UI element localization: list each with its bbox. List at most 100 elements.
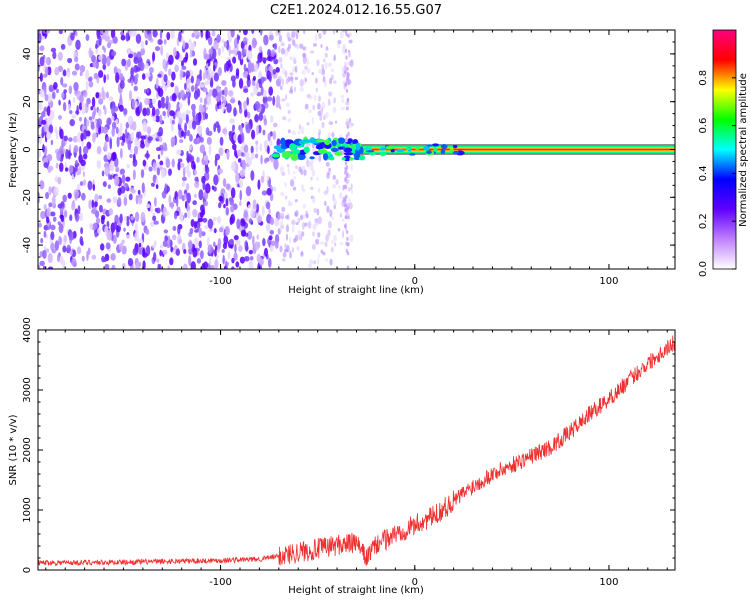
noise-cell — [67, 192, 72, 199]
noise-cell — [57, 203, 63, 209]
noise-cell — [130, 131, 135, 142]
noise-cell — [343, 197, 347, 202]
noise-cell — [252, 235, 255, 246]
noise-cell — [38, 30, 41, 35]
noise-cell — [60, 255, 64, 265]
noise-cell — [267, 145, 270, 155]
noise-cell — [344, 161, 348, 166]
noise-cell — [281, 78, 284, 86]
noise-cell — [126, 164, 130, 169]
noise-cell — [286, 32, 291, 39]
noise-cell — [166, 31, 171, 41]
noise-cell — [280, 191, 285, 197]
signal-blob — [369, 151, 376, 156]
noise-cell — [101, 214, 106, 221]
noise-cell — [263, 34, 269, 46]
noise-cell — [351, 190, 354, 194]
noise-cell — [295, 165, 298, 170]
noise-cell — [154, 132, 157, 139]
noise-cell — [324, 241, 328, 248]
noise-cell — [187, 96, 191, 106]
noise-cell — [332, 30, 336, 35]
noise-cell — [134, 211, 140, 222]
noise-cell — [268, 257, 272, 269]
noise-cell — [125, 32, 130, 42]
noise-cell — [69, 250, 73, 256]
noise-cell — [346, 265, 350, 269]
noise-cell — [177, 224, 181, 235]
noise-cell — [106, 42, 112, 49]
noise-cell — [297, 230, 302, 237]
noise-cell — [243, 210, 248, 219]
noise-cell — [96, 120, 101, 129]
noise-cell — [261, 57, 267, 62]
noise-cell — [179, 89, 185, 99]
noise-cell — [155, 77, 159, 89]
noise-cell — [95, 217, 101, 224]
noise-cell — [104, 263, 110, 269]
noise-cell — [146, 88, 149, 94]
noise-cell — [199, 136, 204, 143]
noise-cell — [260, 175, 265, 184]
noise-cell — [287, 118, 292, 123]
noise-cell — [317, 188, 321, 193]
noise-cell — [285, 233, 289, 241]
noise-cell — [71, 114, 77, 119]
noise-cell — [246, 77, 251, 88]
noise-cell — [99, 30, 103, 35]
noise-cell — [50, 224, 56, 231]
noise-cell — [299, 43, 304, 49]
y-tick-label: 40 — [22, 48, 33, 61]
noise-cell — [311, 195, 316, 204]
snr-xlabel: Height of straight line (km) — [288, 585, 424, 596]
noise-cell — [193, 237, 199, 248]
noise-cell — [301, 165, 306, 171]
noise-cell — [80, 159, 86, 167]
noise-cell — [281, 258, 286, 262]
snr-frame — [37, 329, 676, 571]
signal-blob — [353, 152, 361, 159]
x-tick-label: 100 — [599, 276, 618, 287]
noise-cell — [91, 254, 97, 260]
noise-cell — [49, 211, 56, 217]
noise-cell — [106, 198, 112, 203]
noise-cell — [295, 221, 299, 226]
noise-cell — [205, 127, 210, 136]
noise-cell — [76, 183, 81, 192]
noise-cell — [173, 46, 177, 57]
noise-cell — [293, 176, 296, 180]
noise-cell — [333, 54, 336, 62]
noise-cell — [74, 191, 78, 200]
noise-cell — [101, 170, 105, 177]
noise-cell — [281, 98, 286, 102]
noise-cell — [329, 209, 333, 218]
noise-cell — [276, 30, 281, 36]
noise-cell — [171, 158, 175, 168]
noise-cell — [122, 133, 126, 144]
noise-cell — [105, 242, 111, 250]
noise-cell — [133, 85, 138, 92]
noise-cell — [132, 169, 136, 181]
signal-blob — [337, 137, 346, 144]
noise-cell — [62, 194, 67, 203]
noise-cell — [234, 243, 237, 253]
signal-band-core — [366, 148, 675, 151]
noise-cell — [332, 174, 336, 180]
noise-cell — [218, 195, 224, 202]
noise-cell — [178, 102, 183, 109]
noise-cell — [193, 30, 199, 36]
noise-cell — [284, 215, 289, 220]
noise-cell — [250, 145, 254, 155]
snr-panel — [38, 335, 675, 567]
spectrogram-ylabel: Frequency (Hz) — [8, 112, 19, 188]
noise-cell — [286, 163, 290, 168]
noise-cell — [228, 35, 232, 43]
noise-cell — [106, 230, 113, 241]
noise-cell — [238, 245, 243, 253]
noise-cell — [204, 112, 209, 120]
noise-cell — [110, 30, 116, 39]
noise-cell — [111, 126, 115, 137]
noise-cell — [231, 257, 235, 264]
noise-cell — [206, 236, 210, 247]
noise-cell — [265, 201, 271, 210]
